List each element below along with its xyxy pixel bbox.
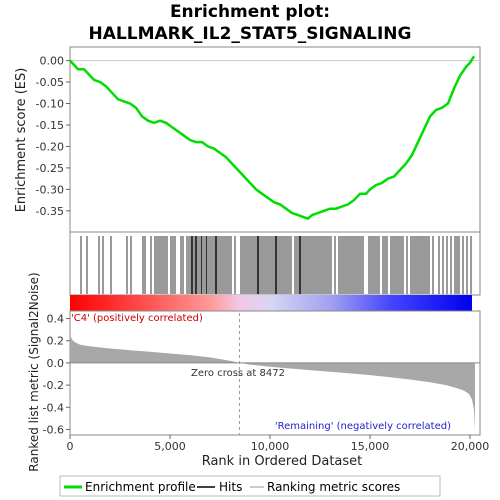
es-y-tick-label: 0.00 bbox=[40, 55, 65, 68]
legend-enrichment-label: Enrichment profile bbox=[85, 480, 196, 494]
negative-correlation-label: 'Remaining' (negatively correlated) bbox=[275, 421, 451, 432]
zero-cross-label: Zero cross at 8472 bbox=[191, 368, 285, 379]
es-y-tick-label: -0.30 bbox=[36, 183, 64, 196]
metric-panel: 0.4 0.2 0.0 -0.2 -0.4 -0.6 'C4' (positively c… bbox=[27, 272, 481, 472]
metric-y-axis-title: Ranked list metric (Signal2Noise) bbox=[27, 272, 41, 471]
es-y-tick-label: -0.15 bbox=[36, 119, 64, 132]
x-tick-label: 15,000 bbox=[351, 440, 390, 453]
chart-title-line2: HALLMARK_IL2_STAT5_SIGNALING bbox=[89, 24, 412, 44]
legend-metric-label: Ranking metric scores bbox=[267, 480, 400, 494]
es-y-tick-label: -0.10 bbox=[36, 98, 64, 111]
x-tick-label: 10,000 bbox=[251, 440, 290, 453]
es-panel-frame bbox=[69, 46, 481, 233]
metric-y-tick-label: 0.0 bbox=[47, 357, 65, 370]
es-y-tick-label: -0.25 bbox=[36, 162, 64, 175]
metric-y-tick-label: -0.2 bbox=[43, 379, 64, 392]
es-panel: 0.00-0.05-0.10-0.15-0.20-0.25-0.30-0.35 … bbox=[14, 46, 481, 233]
x-tick-label: 0 bbox=[67, 440, 74, 453]
es-y-tick-label: -0.20 bbox=[36, 140, 64, 153]
legend-hits-label: Hits bbox=[219, 480, 242, 494]
rank-color-bar bbox=[70, 295, 472, 311]
metric-y-axis: 0.4 0.2 0.0 -0.2 -0.4 -0.6 bbox=[43, 313, 70, 436]
es-y-tick-label: -0.05 bbox=[36, 76, 64, 89]
metric-y-tick-label: 0.4 bbox=[47, 313, 65, 326]
ranking-metric-area bbox=[70, 334, 475, 431]
legend: Enrichment profile Hits Ranking metric s… bbox=[59, 475, 441, 497]
metric-y-tick-label: -0.4 bbox=[43, 401, 64, 414]
es-y-axis-title: Enrichment score (ES) bbox=[14, 68, 29, 213]
metric-y-tick-label: 0.2 bbox=[47, 335, 65, 348]
es-y-tick-label: -0.35 bbox=[36, 205, 64, 218]
metric-y-tick-label: -0.6 bbox=[43, 423, 64, 436]
hits-panel bbox=[69, 231, 481, 296]
hits-marks bbox=[80, 236, 472, 294]
x-tick-label: 5,000 bbox=[154, 440, 186, 453]
x-axis: 0 5,000 10,000 15,000 20,000 bbox=[67, 435, 490, 453]
x-axis-title: Rank in Ordered Dataset bbox=[202, 454, 363, 469]
chart-title-line1: Enrichment plot: bbox=[170, 2, 330, 22]
es-y-axis: 0.00 -0.05 -0.10 -0.15 -0.20 -0.25 -0.30 -0.35 bbox=[36, 55, 70, 218]
positive-correlation-label: 'C4' (positively correlated) bbox=[71, 313, 203, 324]
legend-frame bbox=[59, 475, 441, 497]
x-tick-label: 20,000 bbox=[451, 440, 490, 453]
enrichment-profile-line bbox=[69, 55, 476, 221]
